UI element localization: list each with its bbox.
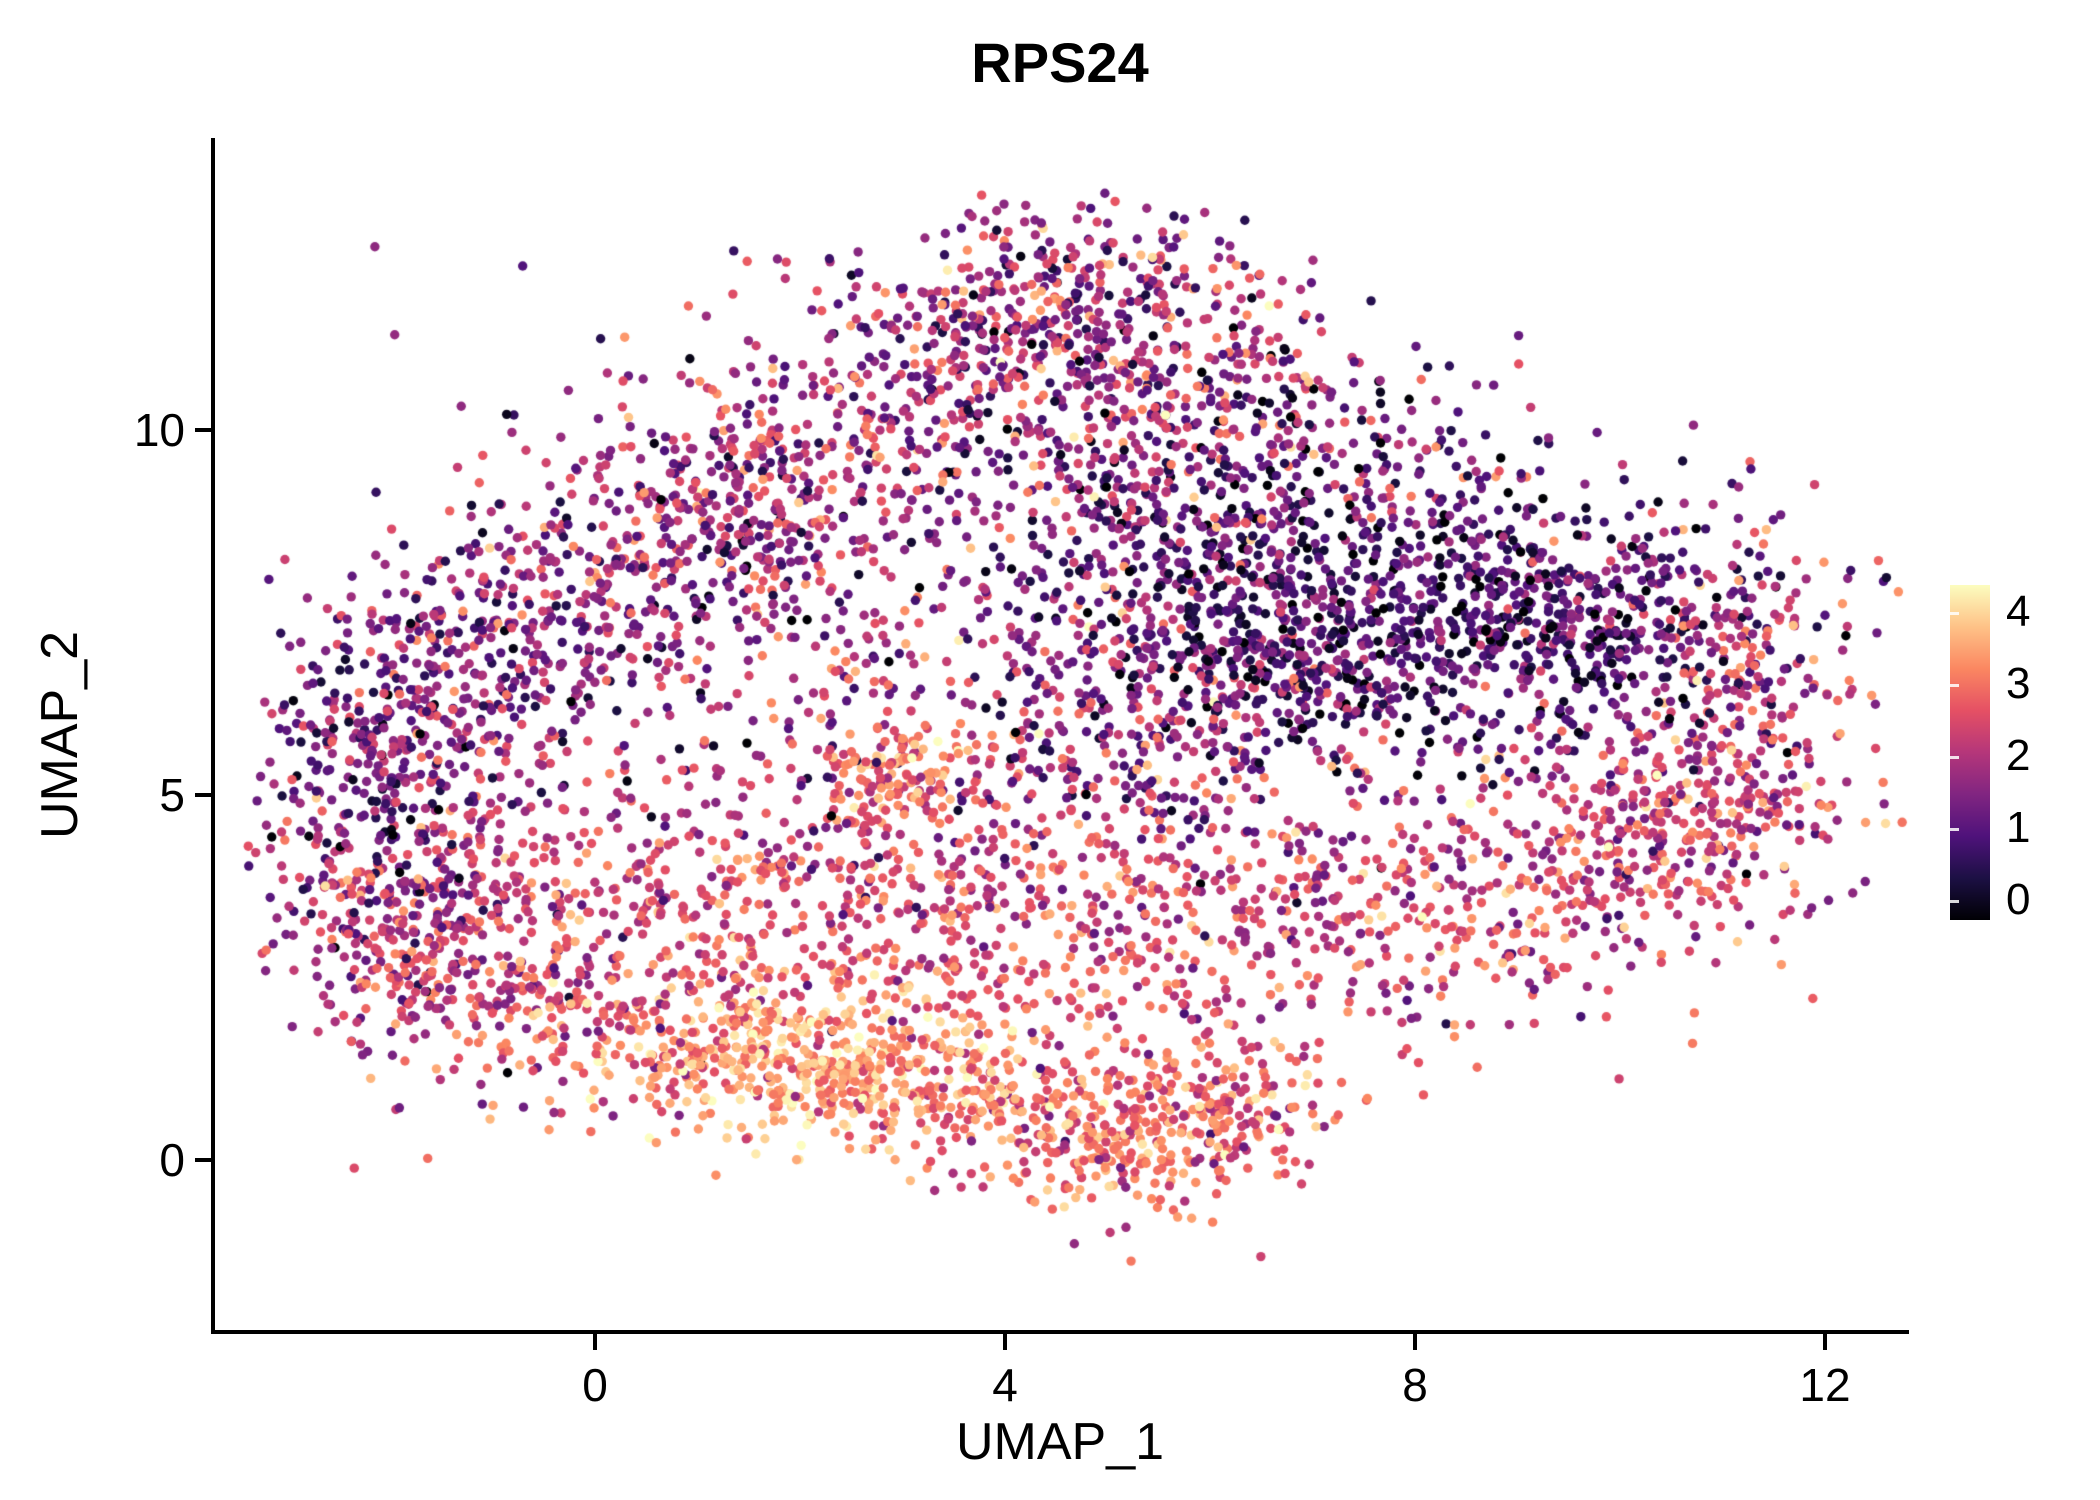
- x-tick-label: 0: [582, 1359, 608, 1411]
- x-axis-title: UMAP_1: [955, 1413, 1165, 1471]
- x-tick-mark: [593, 1334, 597, 1350]
- y-tick-label: 5: [159, 769, 185, 821]
- x-tick-mark: [1003, 1334, 1007, 1350]
- x-tick-label: 12: [1799, 1359, 1851, 1411]
- colorbar-tick: [1950, 683, 1959, 687]
- legend-tick-label: 1: [2006, 802, 2031, 852]
- x-tick-mark: [1823, 1334, 1827, 1350]
- expression-colorbar: [1950, 585, 1990, 920]
- legend-tick-label: 2: [2006, 730, 2031, 780]
- legend-tick-label: 3: [2006, 658, 2031, 708]
- colorbar-tick: [1950, 827, 1959, 831]
- y-axis-title: UMAP_2: [31, 630, 89, 840]
- colorbar-tick: [1950, 755, 1959, 759]
- y-tick-mark: [195, 793, 211, 797]
- y-tick-mark: [195, 1158, 211, 1162]
- y-tick-label: 0: [159, 1134, 185, 1186]
- x-tick-label: 4: [992, 1359, 1018, 1411]
- legend-tick-label: 4: [2006, 586, 2031, 636]
- legend-tick-label: 0: [2006, 874, 2031, 924]
- plot-title: RPS24: [971, 31, 1149, 94]
- y-axis-line: [211, 138, 215, 1334]
- x-tick-mark: [1413, 1334, 1417, 1350]
- y-tick-mark: [195, 428, 211, 432]
- colorbar-tick: [1950, 611, 1959, 615]
- x-tick-label: 8: [1402, 1359, 1428, 1411]
- y-tick-label: 10: [133, 404, 185, 456]
- x-axis-line: [211, 1330, 1909, 1334]
- colorbar-tick: [1950, 899, 1959, 903]
